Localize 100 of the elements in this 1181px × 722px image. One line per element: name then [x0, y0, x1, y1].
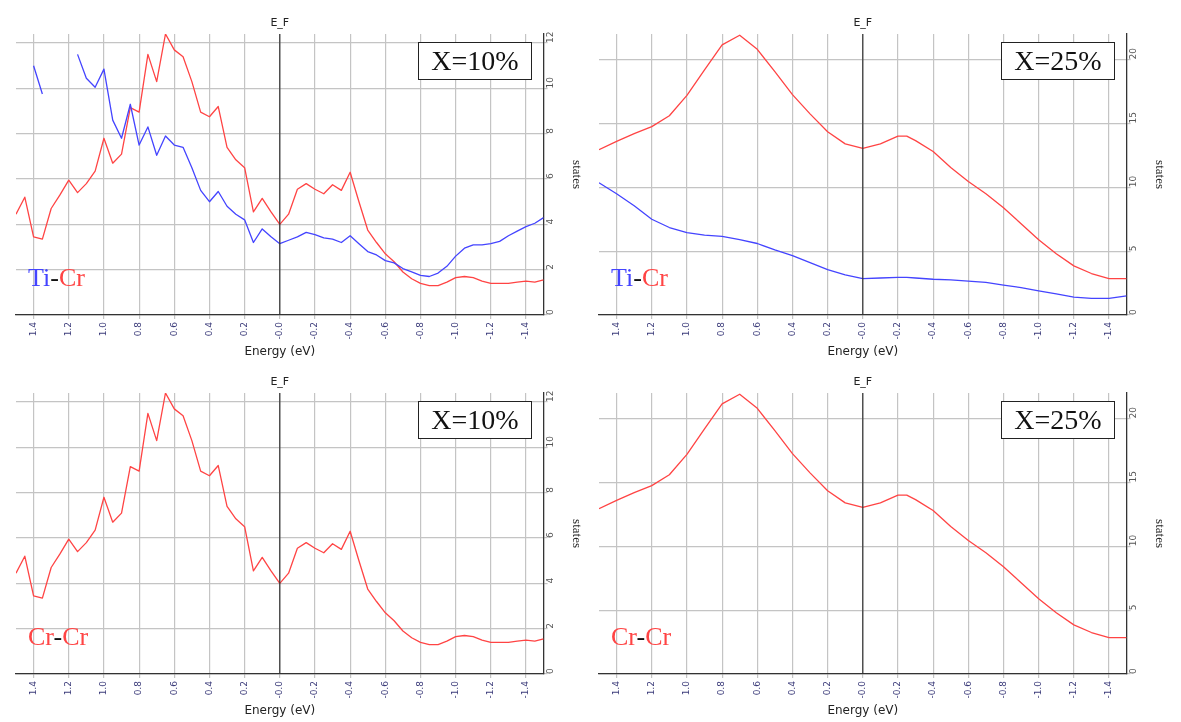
- annotation: X=25%: [1001, 42, 1115, 80]
- x-tick-label: -0.6: [962, 680, 973, 699]
- x-tick-label: -1.0: [450, 321, 461, 340]
- x-tick-label: -1.4: [520, 680, 531, 699]
- annotation: Cr-Cr: [611, 622, 672, 652]
- x-tick-label: 0.4: [203, 321, 214, 337]
- x-tick-label: -1.4: [1103, 321, 1114, 340]
- x-tick-label: 0.6: [168, 321, 179, 337]
- x-tick-label: -0.2: [892, 322, 903, 340]
- annotation: X=10%: [418, 401, 532, 439]
- y-tick-label: 10: [544, 435, 555, 448]
- x-tick-label: 1.2: [63, 681, 74, 696]
- ref-line-label: E_F: [853, 16, 873, 30]
- x-tick-label: -0.4: [344, 680, 355, 699]
- y-tick-label: 8: [544, 127, 555, 134]
- y-axis-title: states: [1152, 160, 1168, 189]
- x-tick-label: 0.2: [821, 322, 832, 337]
- x-tick-label: -1.2: [1068, 322, 1079, 340]
- x-axis-title: Energy (eV): [244, 702, 316, 717]
- x-tick-label: 0.6: [751, 680, 762, 696]
- y-tick-label: 4: [544, 218, 555, 225]
- ref-line-label: E_F: [853, 375, 873, 389]
- y-tick-label: 15: [1127, 470, 1138, 483]
- x-tick-label: -0.2: [892, 681, 903, 699]
- annotation: Ti-Cr: [28, 263, 85, 293]
- x-tick-label: 0.8: [716, 321, 727, 337]
- x-tick-label: -1.0: [1033, 680, 1044, 699]
- x-tick-label: 1.4: [27, 680, 38, 696]
- x-tick-label: -1.2: [1068, 681, 1079, 699]
- x-tick-label: 1.2: [646, 322, 657, 337]
- x-tick-label: -1.2: [485, 322, 496, 340]
- x-tick-label: 0.2: [238, 322, 249, 337]
- y-tick-label: 20: [1127, 47, 1138, 60]
- y-tick-label: 5: [1127, 604, 1138, 611]
- x-tick-label: -1.2: [485, 681, 496, 699]
- x-tick-label: 1.4: [27, 321, 38, 337]
- x-tick-label: -0.4: [927, 680, 938, 699]
- annotation: Cr-Cr: [28, 622, 89, 652]
- ref-line-label: E_F: [270, 16, 290, 30]
- y-axis-title: states: [1152, 519, 1168, 548]
- x-tick-label: 0.4: [203, 680, 214, 696]
- y-tick-label: 6: [544, 173, 555, 180]
- x-tick-label: 0.2: [238, 681, 249, 696]
- x-tick-label: -0.8: [414, 321, 425, 340]
- annotation: X=10%: [418, 42, 532, 80]
- annotation: Ti-Cr: [611, 263, 668, 293]
- x-tick-label: 0.6: [168, 680, 179, 696]
- x-tick-label: -1.4: [1103, 680, 1114, 699]
- x-tick-label: -0.0: [857, 680, 868, 699]
- y-tick-label: 0: [544, 309, 555, 316]
- x-tick-label: 1.0: [98, 321, 109, 337]
- y-tick-label: 2: [544, 263, 555, 270]
- y-tick-label: 4: [544, 577, 555, 584]
- x-axis-title: Energy (eV): [244, 343, 316, 358]
- x-tick-label: 1.0: [681, 321, 692, 337]
- x-tick-label: 1.0: [681, 680, 692, 696]
- x-tick-label: 1.4: [610, 321, 621, 337]
- x-tick-label: -0.4: [927, 321, 938, 340]
- x-tick-label: -0.2: [309, 322, 320, 340]
- y-tick-label: 12: [544, 390, 555, 403]
- x-tick-label: 1.0: [98, 680, 109, 696]
- x-tick-label: -0.6: [379, 321, 390, 340]
- x-tick-label: -0.8: [414, 680, 425, 699]
- x-tick-label: 0.4: [786, 321, 797, 337]
- y-axis-title: states: [569, 519, 585, 548]
- x-tick-label: -0.0: [857, 321, 868, 340]
- x-tick-label: -0.0: [274, 321, 285, 340]
- y-tick-label: 10: [544, 76, 555, 89]
- x-tick-label: 0.6: [751, 321, 762, 337]
- y-tick-label: 20: [1127, 406, 1138, 419]
- y-tick-label: 12: [544, 31, 555, 44]
- y-tick-label: 10: [1127, 534, 1138, 547]
- x-tick-label: -0.4: [344, 321, 355, 340]
- x-tick-label: 0.4: [786, 680, 797, 696]
- y-tick-label: 5: [1127, 245, 1138, 252]
- x-tick-label: -0.6: [379, 680, 390, 699]
- x-tick-label: 1.2: [63, 322, 74, 337]
- x-tick-label: -1.0: [1033, 321, 1044, 340]
- x-axis-title: Energy (eV): [827, 343, 899, 358]
- x-tick-label: -1.0: [450, 680, 461, 699]
- x-tick-label: -0.8: [997, 680, 1008, 699]
- y-tick-label: 0: [544, 668, 555, 675]
- x-tick-label: 0.2: [821, 681, 832, 696]
- x-tick-label: 1.2: [646, 681, 657, 696]
- y-tick-label: 0: [1127, 309, 1138, 316]
- y-tick-label: 15: [1127, 111, 1138, 124]
- x-tick-label: 0.8: [133, 321, 144, 337]
- x-tick-label: 0.8: [133, 680, 144, 696]
- x-tick-label: -0.0: [274, 680, 285, 699]
- x-tick-label: -0.2: [309, 681, 320, 699]
- x-axis-title: Energy (eV): [827, 702, 899, 717]
- x-tick-label: 1.4: [610, 680, 621, 696]
- x-tick-label: -0.8: [997, 321, 1008, 340]
- x-tick-label: -0.6: [962, 321, 973, 340]
- x-tick-label: 0.8: [716, 680, 727, 696]
- y-tick-label: 6: [544, 532, 555, 539]
- y-axis-title: states: [569, 160, 585, 189]
- y-tick-label: 10: [1127, 175, 1138, 188]
- x-tick-label: -1.4: [520, 321, 531, 340]
- y-tick-label: 0: [1127, 668, 1138, 675]
